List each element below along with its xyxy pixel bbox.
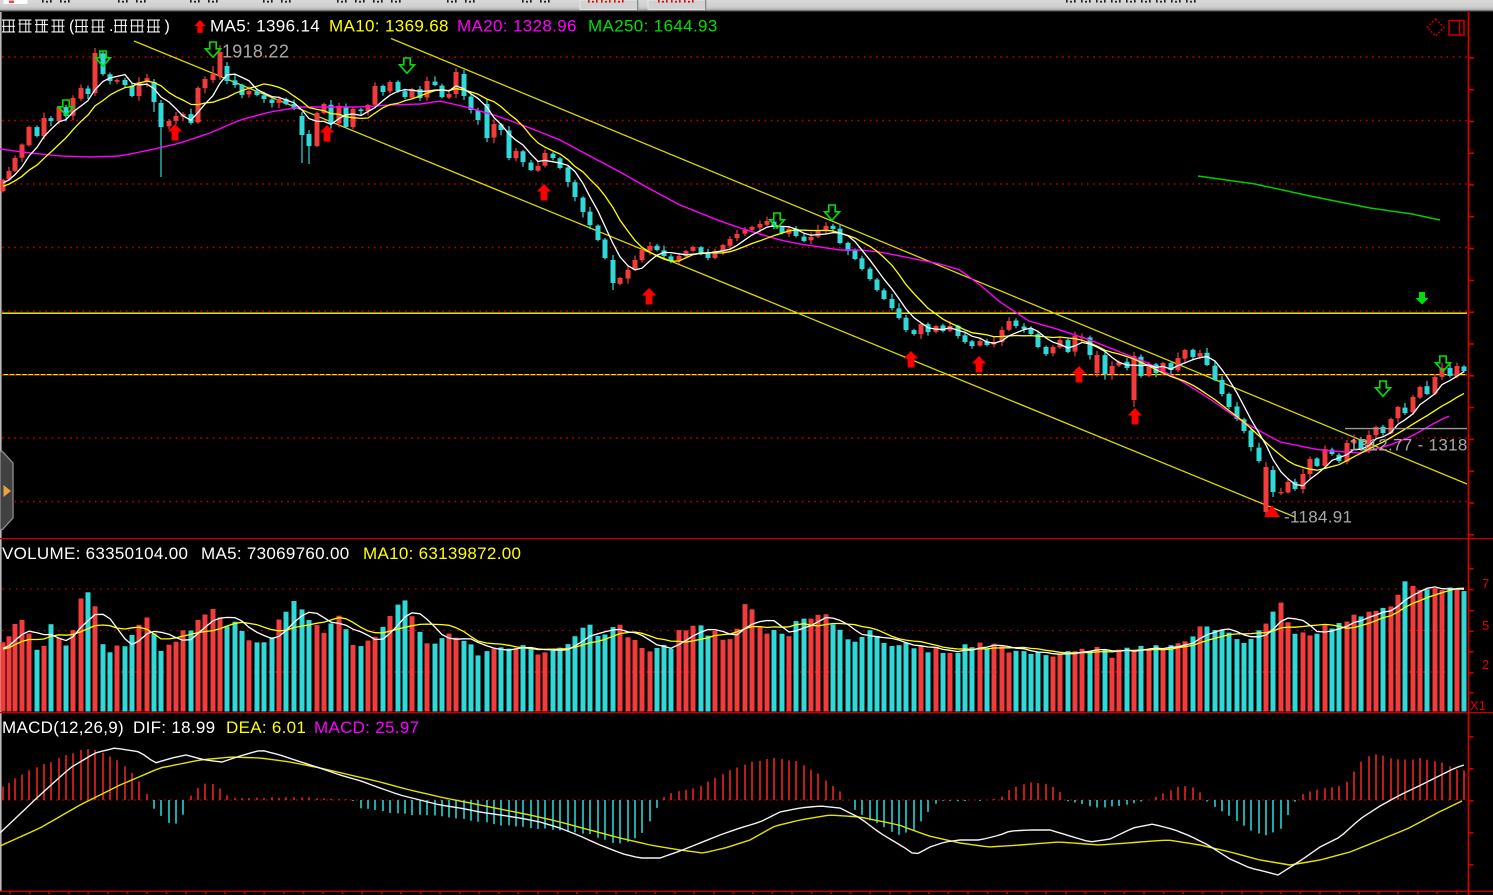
- svg-text:.: .: [109, 18, 113, 35]
- svg-text:MA5: 1396.14: MA5: 1396.14: [210, 17, 320, 36]
- svg-text:1312.77 - 1318.2: 1312.77 - 1318.2: [1349, 436, 1482, 455]
- svg-text:MA10: 63139872.00: MA10: 63139872.00: [363, 544, 521, 563]
- svg-text:7: 7: [1482, 576, 1489, 591]
- svg-text:MA20: 1328.96: MA20: 1328.96: [457, 17, 577, 36]
- svg-text:(: (: [69, 18, 75, 35]
- svg-text:-1184.91: -1184.91: [1284, 508, 1352, 527]
- svg-text:MA10: 1369.68: MA10: 1369.68: [329, 17, 449, 36]
- svg-text:2: 2: [1482, 657, 1489, 672]
- svg-text:DEA: 6.01: DEA: 6.01: [226, 718, 306, 737]
- svg-text:MA250: 1644.93: MA250: 1644.93: [588, 17, 718, 36]
- svg-text:): ): [165, 18, 170, 35]
- svg-text:1918.22: 1918.22: [222, 42, 289, 62]
- svg-text:5: 5: [1482, 618, 1489, 633]
- svg-text:MACD: 25.97: MACD: 25.97: [314, 718, 419, 737]
- svg-text:X1: X1: [1470, 698, 1486, 713]
- svg-text:DIF: 18.99: DIF: 18.99: [133, 718, 215, 737]
- svg-text:MA5: 73069760.00: MA5: 73069760.00: [201, 544, 349, 563]
- svg-text:VOLUME: 63350104.00: VOLUME: 63350104.00: [2, 544, 188, 563]
- svg-text:MACD(12,26,9): MACD(12,26,9): [2, 718, 124, 737]
